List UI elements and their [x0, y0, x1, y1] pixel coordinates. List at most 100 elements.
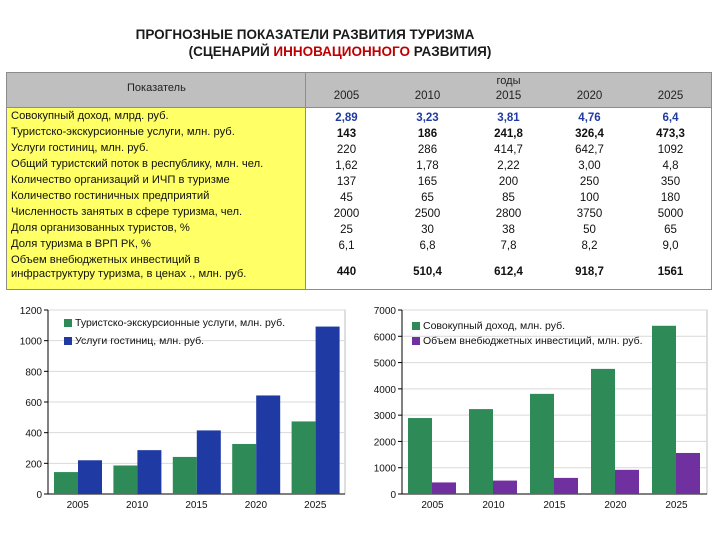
row-label: Доля туризма в ВРП РК, %: [11, 238, 151, 250]
bar-2020-series-1: [591, 368, 615, 494]
header-year: 2010: [414, 90, 441, 102]
table-header-indicator: Показатель: [6, 72, 306, 108]
title-line-2: (СЦЕНАРИЙ ИННОВАЦИОННОГО РАЗВИТИЯ): [0, 43, 720, 60]
x-tick-label: 2020: [245, 500, 268, 511]
table-cell: 6,4: [662, 112, 679, 124]
legend-swatch-green: [64, 319, 72, 328]
table-cell: 137: [336, 176, 357, 188]
table-cell: 100: [579, 192, 600, 204]
row-label: Услуги гостиниц, млн. руб.: [11, 142, 149, 154]
header-indicator-label: Показатель: [127, 82, 186, 94]
legend-label: Туристско-экскурсионные услуги, млн. руб…: [75, 317, 286, 329]
y-tick-label: 200: [25, 459, 42, 470]
table-cell: 50: [583, 224, 596, 236]
table-cell: 65: [421, 192, 434, 204]
legend-item: Объем внебюджетных инвестиций, млн. руб.: [412, 335, 643, 347]
row-label: Численность занятых в сфере туризма, чел…: [11, 206, 243, 218]
y-tick-label: 1000: [374, 464, 397, 475]
table-cell: 165: [417, 176, 438, 188]
table-cell: 6,8: [419, 240, 436, 252]
table-cell: 4,76: [578, 112, 601, 124]
row-label: Доля организованных туристов, %: [11, 222, 190, 234]
table-cell: 186: [417, 128, 438, 140]
x-tick-label: 2020: [604, 500, 627, 511]
table-cell: 1,62: [335, 160, 358, 172]
legend-label: Услуги гостиниц, млн. руб.: [75, 335, 205, 347]
legend-swatch-purple: [412, 337, 420, 346]
y-tick-label: 800: [25, 367, 42, 378]
x-tick-label: 2010: [126, 500, 149, 511]
bar-2010-series-1: [469, 409, 493, 494]
table-values: 2,89 3,23 3,81 4,76 6,4 143 186 241,8 326,4 473,3…: [306, 108, 712, 290]
table-cell: 642,7: [575, 144, 604, 156]
table-cell: 30: [421, 224, 434, 236]
table-cell: 25: [340, 224, 353, 236]
bar-2020-series-2: [256, 395, 281, 494]
row-label: Количество организаций и ИЧП в туризме: [11, 174, 230, 186]
x-tick-label: 2005: [67, 500, 90, 511]
table-cell: 8,2: [581, 240, 598, 252]
row-label: Общий туристский поток в республику, млн…: [11, 158, 264, 170]
chart-services-svg: 0 200 400 600 800 1000 1200 2005 2010 2015 2020 202…: [20, 306, 346, 511]
y-tick-label: 400: [25, 429, 42, 440]
y-tick-label: 7000: [374, 306, 397, 317]
table-cell: 473,3: [656, 128, 685, 140]
legend-label: Объем внебюджетных инвестиций, млн. руб.: [423, 335, 643, 347]
table-cell: 85: [502, 192, 515, 204]
table-cell: 440: [336, 266, 357, 278]
header-year: 2015: [495, 90, 522, 102]
indicators-table: Показатель годы 2005 2010 2015 2020 2025…: [6, 72, 712, 290]
row-label: Объем внебюджетных инвестиций в: [11, 254, 200, 266]
bar-2015-series-2: [196, 430, 221, 494]
y-tick-label: 600: [25, 398, 42, 409]
bar-2015-series-1: [172, 456, 197, 494]
page-title: ПРОГНОЗНЫЕ ПОКАЗАТЕЛИ РАЗВИТИЯ ТУРИЗМА (…: [0, 26, 720, 60]
y-tick-label: 0: [36, 490, 42, 501]
chart-income-svg: 0 1000 2000 3000 4000 5000 6000 7000 2005 2010 201…: [374, 306, 708, 511]
table-header-years: годы 2005 2010 2015 2020 2025: [306, 72, 712, 108]
table-cell: 7,8: [500, 240, 517, 252]
table-cell: 241,8: [494, 128, 523, 140]
table-cell: 350: [660, 176, 681, 188]
table-cell: 2500: [414, 208, 441, 220]
chart-services: 0 200 400 600 800 1000 1200 2005 2010 2015 2020 202…: [0, 300, 352, 522]
y-tick-label: 3000: [374, 411, 397, 422]
table-cell: 3,23: [416, 112, 439, 124]
table-cell: 3750: [576, 208, 603, 220]
title-highlight: ИННОВАЦИОННОГО: [273, 44, 410, 59]
row-label: Совокупный доход, млрд. руб.: [11, 110, 169, 122]
row-label: инфраструктуру туризма, в ценах ., млн. …: [11, 268, 247, 280]
x-tick-label: 2015: [185, 500, 208, 511]
header-year: 2025: [657, 90, 684, 102]
table-cell: 2,22: [497, 160, 520, 172]
x-tick-label: 2015: [543, 500, 566, 511]
chart-income: 0 1000 2000 3000 4000 5000 6000 7000 2005 2010 201…: [362, 300, 714, 522]
legend-swatch-green: [412, 322, 420, 331]
table-cell: 250: [579, 176, 600, 188]
bar-2005-series-1: [54, 472, 78, 494]
y-tick-label: 0: [390, 490, 396, 501]
legend-label: Совокупный доход, млн. руб.: [423, 320, 566, 332]
x-tick-label: 2005: [421, 500, 444, 511]
bar-2015-series-2: [554, 477, 578, 494]
table-cell: 5000: [657, 208, 684, 220]
bar-2020-series-2: [615, 469, 639, 494]
bar-2025-series-1: [291, 421, 316, 494]
x-tick-label: 2010: [482, 500, 505, 511]
row-label: Количество гостиничных предприятий: [11, 190, 210, 202]
bar-2010-series-1: [113, 465, 138, 494]
bar-2025-series-2: [676, 452, 700, 494]
bar-2015-series-1: [530, 393, 554, 494]
legend-item: Услуги гостиниц, млн. руб.: [64, 335, 204, 347]
bar-2025-series-2: [315, 326, 340, 494]
bar-2020-series-1: [232, 443, 257, 494]
bar-2005-series-2: [432, 482, 456, 494]
title-line-1: ПРОГНОЗНЫЕ ПОКАЗАТЕЛИ РАЗВИТИЯ ТУРИЗМА: [135, 27, 475, 42]
header-year: 2020: [576, 90, 603, 102]
title-line-2-start: (СЦЕНАРИЙ: [188, 44, 274, 59]
bar-2005-series-2: [78, 460, 102, 494]
x-tick-label: 2025: [304, 500, 327, 511]
table-cell: 918,7: [575, 266, 604, 278]
bar-2010-series-2: [137, 450, 162, 494]
table-cell: 510,4: [413, 266, 442, 278]
